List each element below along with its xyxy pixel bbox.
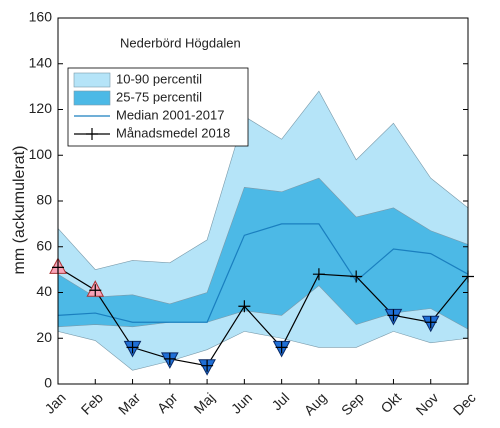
series-line bbox=[57, 223, 469, 323]
x-tick-label: Aug bbox=[301, 389, 330, 418]
legend-marker bbox=[86, 128, 98, 140]
legend-label: Månadsmedel 2018 bbox=[116, 125, 230, 140]
y-axis-label: mm (ackumulerat) bbox=[11, 146, 28, 275]
marker-plus bbox=[89, 284, 102, 297]
y-tick-label: 20 bbox=[36, 329, 52, 345]
legend-swatch bbox=[73, 90, 111, 106]
marker-plus bbox=[387, 309, 400, 322]
legend-swatch bbox=[73, 72, 111, 88]
y-tick-label: 160 bbox=[29, 9, 53, 25]
x-tick-label: Jul bbox=[268, 389, 292, 413]
chart-title: Nederbörd Högdalen bbox=[120, 35, 241, 50]
x-tick-label: Apr bbox=[154, 389, 181, 416]
x-tick-label: Maj bbox=[191, 389, 218, 416]
marker-plus bbox=[201, 359, 214, 372]
legend-label: Median 2001-2017 bbox=[116, 107, 224, 122]
marker-plus bbox=[312, 268, 325, 281]
y-tick-label: 100 bbox=[29, 146, 53, 162]
y-tick-label: 40 bbox=[36, 283, 52, 299]
marker-plus bbox=[238, 300, 251, 313]
x-tick-label: Dec bbox=[450, 389, 479, 418]
y-tick-label: 140 bbox=[29, 54, 53, 70]
x-tick-label: Mar bbox=[115, 389, 144, 418]
x-tick-label: Feb bbox=[78, 389, 107, 418]
x-tick-label: Jun bbox=[228, 389, 255, 416]
marker-plus bbox=[275, 341, 288, 354]
x-tick-label: Okt bbox=[377, 389, 404, 416]
marker-plus bbox=[424, 316, 437, 329]
x-tick-label: Sep bbox=[338, 389, 367, 418]
series-line bbox=[57, 266, 469, 367]
marker-plus bbox=[350, 270, 363, 283]
marker-plus bbox=[126, 341, 139, 354]
legend-label: 25-75 percentil bbox=[116, 89, 202, 104]
y-tick-label: 60 bbox=[36, 237, 52, 253]
x-tick-label: Nov bbox=[413, 389, 442, 418]
x-tick-label: Jan bbox=[41, 389, 68, 416]
y-tick-label: 80 bbox=[36, 192, 52, 208]
legend-label: 10-90 percentil bbox=[116, 71, 202, 86]
y-tick-label: 120 bbox=[29, 100, 53, 116]
marker-plus bbox=[163, 352, 176, 365]
y-tick-label: 0 bbox=[44, 375, 52, 391]
